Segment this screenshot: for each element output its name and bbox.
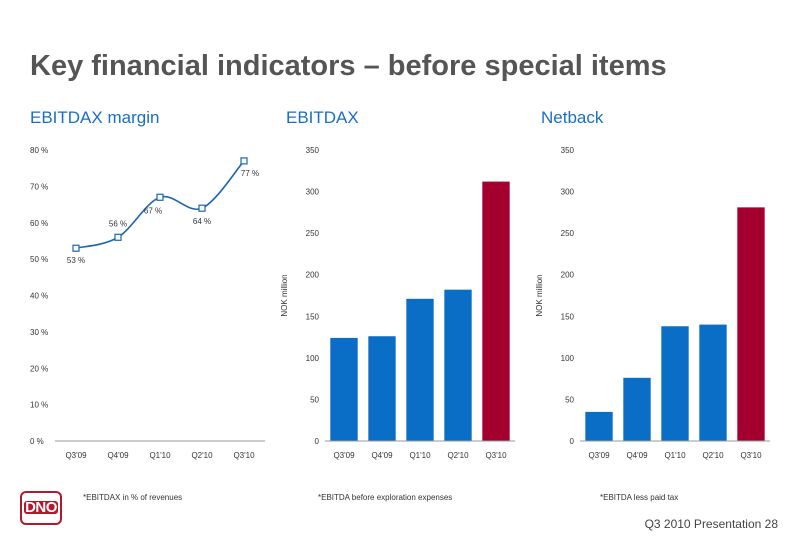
y-tick-label: 200 bbox=[561, 271, 575, 280]
data-label: 67 % bbox=[144, 206, 162, 215]
y-tick-label: 200 bbox=[306, 271, 320, 280]
y-tick-label: 0 % bbox=[30, 437, 44, 446]
x-tick-label: Q3'09 bbox=[588, 451, 610, 460]
data-label: 64 % bbox=[193, 217, 211, 226]
y-tick-label: 250 bbox=[561, 229, 575, 238]
x-tick-label: Q4'09 bbox=[107, 451, 129, 460]
x-tick-label: Q3'10 bbox=[233, 451, 255, 460]
ebitdax-margin-chart-title: EBITDAX margin bbox=[30, 108, 160, 127]
netback-chart-title: Netback bbox=[541, 108, 604, 127]
bar bbox=[406, 298, 434, 441]
x-tick-label: Q1'10 bbox=[149, 451, 171, 460]
y-tick-label: 250 bbox=[306, 229, 320, 238]
dno-logo: DNO bbox=[20, 491, 62, 525]
footer-page-info: Q3 2010 Presentation 28 bbox=[644, 517, 778, 531]
y-tick-label: 30 % bbox=[30, 328, 48, 337]
data-point bbox=[156, 193, 164, 201]
x-tick-label: Q4'09 bbox=[371, 451, 393, 460]
ebitdax-margin-footnote: *EBITDAX in % of revenues bbox=[83, 493, 183, 502]
bar bbox=[623, 377, 651, 441]
y-tick-label: 150 bbox=[561, 312, 575, 321]
data-label: 77 % bbox=[241, 169, 259, 178]
y-tick-label: 300 bbox=[561, 188, 575, 197]
y-tick-label: 350 bbox=[306, 146, 320, 155]
logo-text: DNO bbox=[25, 499, 57, 516]
bar bbox=[737, 207, 765, 441]
y-tick-label: 70 % bbox=[30, 182, 48, 191]
slide-title: Key financial indicators – before specia… bbox=[30, 50, 667, 82]
bar bbox=[661, 326, 689, 441]
y-tick-label: 10 % bbox=[30, 401, 48, 410]
data-point bbox=[72, 244, 80, 252]
y-tick-label: 50 bbox=[310, 395, 319, 404]
x-tick-label: Q1'10 bbox=[664, 451, 686, 460]
x-tick-label: Q3'09 bbox=[333, 451, 355, 460]
y-tick-label: 60 % bbox=[30, 219, 48, 228]
y-tick-label: 150 bbox=[306, 312, 320, 321]
netback-bar-chart: 0 50 100 150 200 250 300 350 NOK million Q3'09 Q4'… bbox=[535, 146, 770, 460]
y-tick-label: 50 bbox=[565, 395, 574, 404]
bar bbox=[444, 289, 472, 441]
x-tick-label: Q2'10 bbox=[702, 451, 724, 460]
y-tick-label: 300 bbox=[306, 188, 320, 197]
ebitdax-chart-title: EBITDAX bbox=[286, 108, 359, 127]
y-tick-label: 350 bbox=[561, 146, 575, 155]
ebitdax-bar-chart: 0 50 100 150 200 250 300 350 NOK million Q3'09 Q4'… bbox=[280, 146, 515, 460]
bar bbox=[699, 324, 727, 441]
x-tick-label: Q2'10 bbox=[191, 451, 213, 460]
x-tick-label: Q1'10 bbox=[409, 451, 431, 460]
data-point bbox=[240, 157, 248, 165]
y-tick-label: 50 % bbox=[30, 255, 48, 264]
y-tick-label: 80 % bbox=[30, 146, 48, 155]
data-point bbox=[114, 233, 122, 241]
ebitdax-margin-line-chart: 0 % 10 % 20 % 30 % 40 % 50 % 60 % 70 % 80 % Q3'09… bbox=[30, 146, 265, 460]
ebitdax-footnote: *EBITDA before exploration expenses bbox=[318, 493, 453, 502]
y-tick-label: 0 bbox=[570, 437, 575, 446]
y-axis-label: NOK million bbox=[280, 274, 289, 316]
x-tick-label: Q3'09 bbox=[65, 451, 87, 460]
y-tick-label: 20 % bbox=[30, 364, 48, 373]
x-tick-label: Q3'10 bbox=[740, 451, 762, 460]
x-tick-label: Q2'10 bbox=[447, 451, 469, 460]
y-tick-label: 0 bbox=[315, 437, 320, 446]
data-point bbox=[198, 204, 206, 212]
bar bbox=[330, 337, 358, 441]
y-tick-label: 100 bbox=[306, 354, 320, 363]
x-tick-label: Q3'10 bbox=[485, 451, 507, 460]
x-tick-label: Q4'09 bbox=[626, 451, 648, 460]
y-tick-label: 100 bbox=[561, 354, 575, 363]
bar bbox=[482, 181, 510, 441]
logo-band bbox=[24, 501, 58, 514]
netback-footnote: *EBITDA less paid tax bbox=[600, 493, 679, 502]
series-line bbox=[75, 160, 245, 249]
y-tick-label: 40 % bbox=[30, 292, 48, 301]
bar bbox=[585, 411, 613, 441]
bar bbox=[368, 336, 396, 441]
data-label: 56 % bbox=[109, 219, 127, 228]
y-axis-label: NOK million bbox=[535, 274, 544, 316]
data-label: 53 % bbox=[67, 256, 85, 265]
